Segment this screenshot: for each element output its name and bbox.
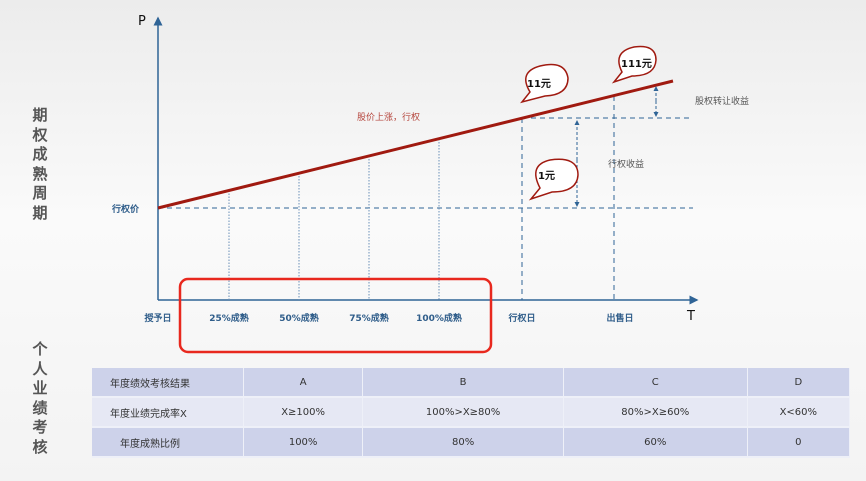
table-cell: C [563,368,748,398]
bubble-1-text: 1元 [538,170,555,182]
x-axis-label: T [686,309,695,324]
stock-price-line [157,79,674,210]
performance-assessment-label: 个人业绩考核 [32,340,48,456]
table-cell: 60% [563,427,748,458]
tick-sale-date: 出售日 [606,312,633,324]
option-vesting-period-label: 期权成熟周期 [32,106,48,222]
bubble-111-text: 111元 [621,58,652,70]
table-cell: 年度绩效考核结果 [92,368,244,398]
table-cell: 年度业绩完成率X [92,397,244,428]
table-row: 年度业绩完成率X X≥100% 100%>X≥80% 80%>X≥60% X<6… [92,397,851,428]
table-cell: X≥100% [243,397,364,428]
table-cell: D [747,368,851,398]
tick-100: 100%成熟 [416,312,462,324]
table-cell: 100% [243,427,364,458]
table-row: 年度绩效考核结果 A B C D [92,368,851,398]
tick-25: 25%成熟 [209,312,249,324]
bubble-11-text: 11元 [527,78,551,90]
tick-grant-date: 授予日 [144,312,171,324]
table-cell: 年度成熟比例 [92,427,244,458]
table-cell: 80%>X≥60% [563,397,748,428]
tick-50: 50%成熟 [279,312,319,324]
y-axis-label: P [138,14,146,29]
exercise-gain-label: 行权收益 [608,158,644,170]
strike-price-label: 行权价 [111,203,140,215]
table-cell: A [243,368,364,398]
rise-label: 股价上涨，行权 [357,111,420,123]
bubble-11 [520,63,569,104]
performance-table: 年度绩效考核结果 A B C D 年度业绩完成率X X≥100% 100%>X≥… [92,368,851,458]
table-cell: 100%>X≥80% [362,397,564,428]
bubble-1 [528,158,579,201]
table-cell: X<60% [747,397,851,428]
table-cell: 80% [362,427,564,458]
table-cell: 0 [747,427,851,458]
tick-75: 75%成熟 [349,312,389,324]
table-row: 年度成熟比例 100% 80% 60% 0 [92,427,851,458]
vesting-highlight-box [178,277,493,354]
transfer-gain-label: 股权转让收益 [695,95,749,107]
tick-exercise-date: 行权日 [507,312,535,324]
bubble-111 [611,45,657,84]
table-cell: B [362,368,564,398]
